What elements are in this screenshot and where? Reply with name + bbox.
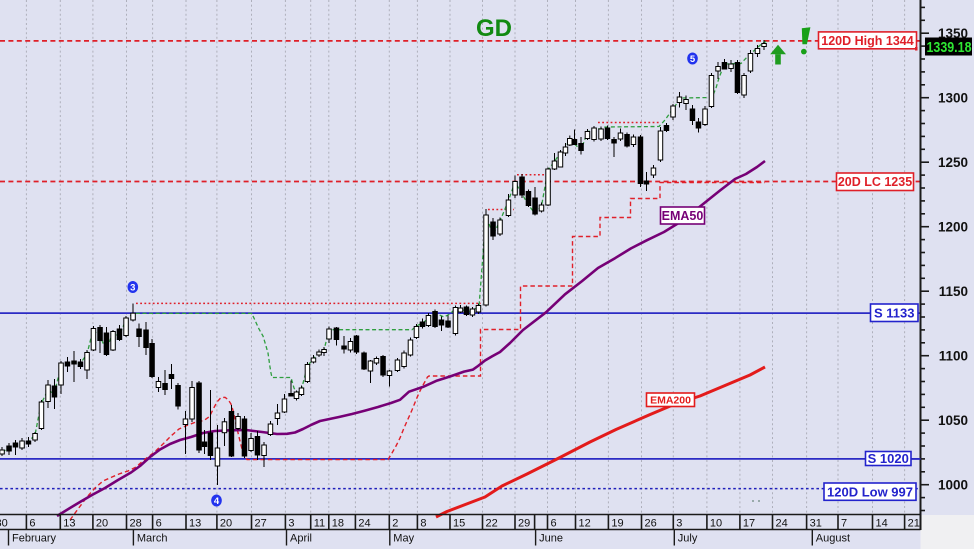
svg-text:27: 27 xyxy=(255,518,267,530)
svg-text:17: 17 xyxy=(743,518,755,530)
svg-text:1200: 1200 xyxy=(938,219,968,234)
svg-text:10: 10 xyxy=(710,518,722,530)
svg-text:6: 6 xyxy=(156,518,162,530)
svg-text:120D Low 997: 120D Low 997 xyxy=(827,484,913,499)
svg-text:3: 3 xyxy=(130,282,135,293)
svg-text:24: 24 xyxy=(776,518,788,530)
svg-text:1300: 1300 xyxy=(938,90,968,105)
svg-text:20: 20 xyxy=(220,518,232,530)
svg-text:February: February xyxy=(12,533,57,545)
svg-text:18: 18 xyxy=(332,518,344,530)
svg-text:3: 3 xyxy=(288,518,294,530)
svg-text:1250: 1250 xyxy=(938,155,968,170)
svg-text:1050: 1050 xyxy=(938,413,968,428)
svg-text:1150: 1150 xyxy=(939,284,968,299)
svg-text:2: 2 xyxy=(392,518,398,530)
svg-text:GD: GD xyxy=(476,15,512,42)
svg-text:28: 28 xyxy=(130,518,142,530)
svg-text:11: 11 xyxy=(314,518,325,530)
svg-text:13: 13 xyxy=(189,518,201,530)
svg-text:120D High 1344: 120D High 1344 xyxy=(821,34,913,48)
svg-text:24: 24 xyxy=(358,518,370,530)
svg-text:8: 8 xyxy=(420,518,426,530)
svg-text:6: 6 xyxy=(551,518,557,530)
svg-text:1100: 1100 xyxy=(939,348,968,363)
svg-text:EMA200: EMA200 xyxy=(650,395,691,407)
svg-text:1339.18: 1339.18 xyxy=(927,39,972,56)
svg-text:4: 4 xyxy=(214,496,220,507)
svg-text:31: 31 xyxy=(810,518,822,530)
svg-text:1000: 1000 xyxy=(938,477,968,492)
svg-text:July: July xyxy=(678,533,698,545)
svg-text:6: 6 xyxy=(29,518,35,530)
svg-text:3: 3 xyxy=(676,518,682,530)
svg-text:March: March xyxy=(137,533,168,545)
svg-text:12: 12 xyxy=(579,518,591,530)
svg-text:21: 21 xyxy=(908,518,920,530)
svg-text:29: 29 xyxy=(518,518,530,530)
svg-text:June: June xyxy=(539,533,563,545)
svg-text:S 1133: S 1133 xyxy=(874,305,915,320)
svg-text:20D LC 1235: 20D LC 1235 xyxy=(838,175,912,189)
svg-text:13: 13 xyxy=(63,518,75,530)
svg-text:22: 22 xyxy=(486,518,498,530)
svg-text:S 1020: S 1020 xyxy=(868,451,909,466)
svg-text:30: 30 xyxy=(0,518,8,530)
svg-text:7: 7 xyxy=(841,518,847,530)
svg-text:14: 14 xyxy=(876,518,888,530)
svg-text:19: 19 xyxy=(611,518,623,530)
svg-text:15: 15 xyxy=(453,518,465,530)
svg-text:August: August xyxy=(816,533,850,545)
svg-text:May: May xyxy=(393,533,414,545)
svg-text:EMA50: EMA50 xyxy=(662,209,704,223)
svg-text:April: April xyxy=(290,533,312,545)
svg-text:5: 5 xyxy=(690,54,696,65)
svg-text:20: 20 xyxy=(96,518,108,530)
svg-text:26: 26 xyxy=(645,518,657,530)
